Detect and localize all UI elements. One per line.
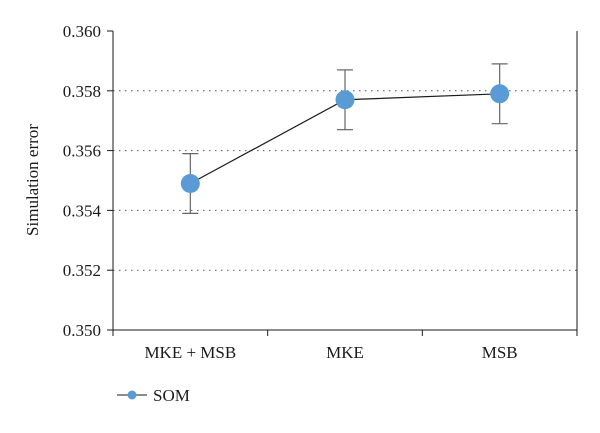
y-axis-label: Simulation error <box>23 124 42 236</box>
data-point-1 <box>335 90 355 110</box>
series-som <box>180 63 510 214</box>
legend: SOM <box>117 386 190 405</box>
x-tick-label-2: MSB <box>482 343 518 362</box>
data-point-2 <box>490 84 510 104</box>
y-tick-label-0: 0.350 <box>63 321 101 340</box>
x-tick-labels: MKE + MSB MKE MSB <box>144 343 517 362</box>
axes <box>107 30 578 336</box>
legend-marker <box>127 390 137 400</box>
y-tick-label-2: 0.354 <box>63 201 102 220</box>
x-tick-label-0: MKE + MSB <box>144 343 236 362</box>
data-point-0 <box>180 173 200 193</box>
y-tick-label-3: 0.356 <box>63 142 101 161</box>
y-tick-labels: 0.350 0.352 0.354 0.356 0.358 0.360 <box>63 22 102 340</box>
legend-label-som: SOM <box>153 386 190 405</box>
y-tick-label-4: 0.358 <box>63 82 101 101</box>
y-tick-label-1: 0.352 <box>63 261 101 280</box>
y-tick-label-5: 0.360 <box>63 22 101 41</box>
x-tick-label-1: MKE <box>326 343 364 362</box>
